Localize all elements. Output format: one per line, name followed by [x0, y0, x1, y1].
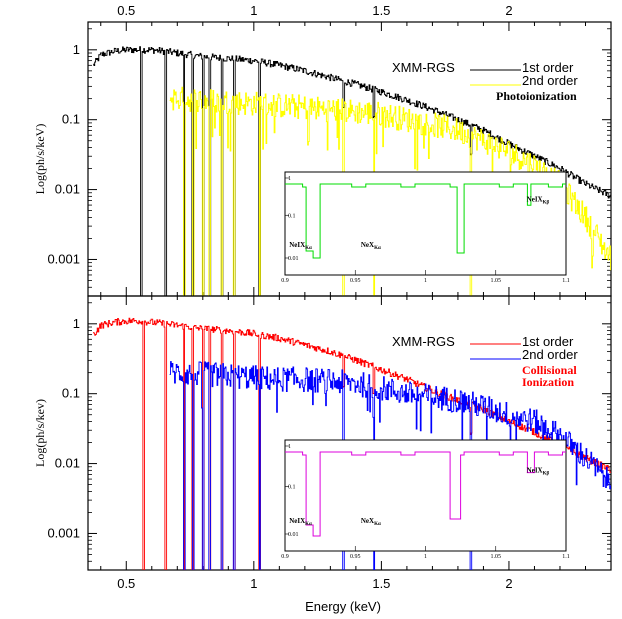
legend-note: Collisional — [522, 363, 577, 377]
y-tick-label: 0.001 — [47, 251, 80, 266]
y-tick-label: 1 — [73, 316, 80, 331]
inset-x-tick-label: 0.9 — [281, 554, 289, 560]
legend-note: Photoionization — [496, 89, 577, 103]
bottom-panel: 0.001 0.01 0.1 1 Log(ph/s/kev) XMM-RGS 1st ord… — [33, 295, 612, 571]
legend-first-order-label: 1st order — [522, 334, 574, 349]
inset-line-label: NeIXKα — [289, 241, 312, 251]
y-axis-title: Log(ph/s/keV) — [33, 124, 47, 195]
inset-y-tick-label: 0.01 — [288, 532, 299, 538]
inset-plot: 1 0.1 0.01 0.9 0.95 1 1.05 1.1 NeIXKα NeXKα NeIXKβ — [281, 171, 570, 284]
series-line-first-order — [93, 46, 611, 296]
x-axis-title: Energy (keV) — [305, 599, 381, 614]
inset-line-label: NeIXKβ — [527, 467, 550, 477]
y-tick-label: 1 — [73, 42, 80, 57]
x-tick-label-top: 2 — [505, 3, 512, 18]
inset-frame — [284, 439, 567, 552]
legend-first-order-label: 1st order — [522, 60, 574, 75]
y-tick-label: 0.01 — [55, 456, 80, 471]
x-tick-label-bottom: 1 — [250, 576, 257, 591]
inset-y-tick-label: 0.1 — [288, 485, 296, 491]
inset-x-tick-label: 0.9 — [281, 278, 289, 284]
x-tick-label-bottom: 2 — [505, 576, 512, 591]
series-line-second-order — [169, 361, 611, 570]
inset-x-tick-label: 0.95 — [350, 554, 361, 560]
y-tick-label: 0.1 — [62, 112, 80, 127]
inset-x-tick-label: 1.1 — [562, 278, 570, 284]
inset-x-tick-label: 1 — [424, 278, 427, 284]
inset-x-tick-label: 1 — [424, 554, 427, 560]
inset-x-tick-label: 1.1 — [562, 554, 570, 560]
inset-x-tick-label: 1.05 — [491, 278, 502, 284]
inset-y-tick-label: 0.01 — [288, 256, 299, 262]
inset-frame — [284, 171, 567, 276]
y-axis-title: Log(ph/s/kev) — [33, 399, 47, 467]
inset-line-label: NeIXKα — [289, 517, 312, 527]
inset-x-tick-label: 0.95 — [350, 278, 361, 284]
inset-line-label: NeXKα — [361, 517, 381, 527]
x-tick-label-bottom: 1.5 — [372, 576, 390, 591]
legend-note: Ionization — [522, 375, 574, 389]
y-tick-label: 0.01 — [55, 182, 80, 197]
inset-line-label: NeXKα — [361, 241, 381, 251]
legend-instrument: XMM-RGS — [392, 60, 455, 75]
top-panel: 0.001 0.01 0.1 1 Log(ph/s/keV) XMM-RGS 1st ord… — [33, 21, 612, 297]
series-line-first-order — [93, 317, 611, 570]
x-axis-labels: 0.5 0.5 1 1 1.5 1.5 2 2 — [117, 3, 512, 591]
inset-y-tick-label: 1 — [288, 176, 291, 182]
legend-second-order-label: 2nd order — [522, 347, 578, 362]
x-tick-label-top: 1.5 — [372, 3, 390, 18]
inset-x-tick-label: 1.05 — [491, 554, 502, 560]
plot-frame — [87, 295, 612, 571]
inset-plot: 1 0.1 0.01 0.9 0.95 1 1.05 1.1 NeIXKα NeXKα NeIXKβ — [281, 439, 570, 560]
y-tick-label: 0.001 — [47, 525, 80, 540]
x-tick-label-top: 0.5 — [117, 3, 135, 18]
legend-instrument: XMM-RGS — [392, 334, 455, 349]
inset-spectrum-line — [285, 451, 566, 537]
x-tick-label-bottom: 0.5 — [117, 576, 135, 591]
inset-y-tick-label: 0.1 — [288, 213, 296, 219]
inset-spectrum-line — [285, 183, 566, 259]
legend-second-order-label: 2nd order — [522, 73, 578, 88]
x-tick-label-top: 1 — [250, 3, 257, 18]
y-tick-label: 0.1 — [62, 386, 80, 401]
inset-y-tick-label: 1 — [288, 444, 291, 450]
inset-line-label: NeIXKβ — [527, 195, 550, 205]
